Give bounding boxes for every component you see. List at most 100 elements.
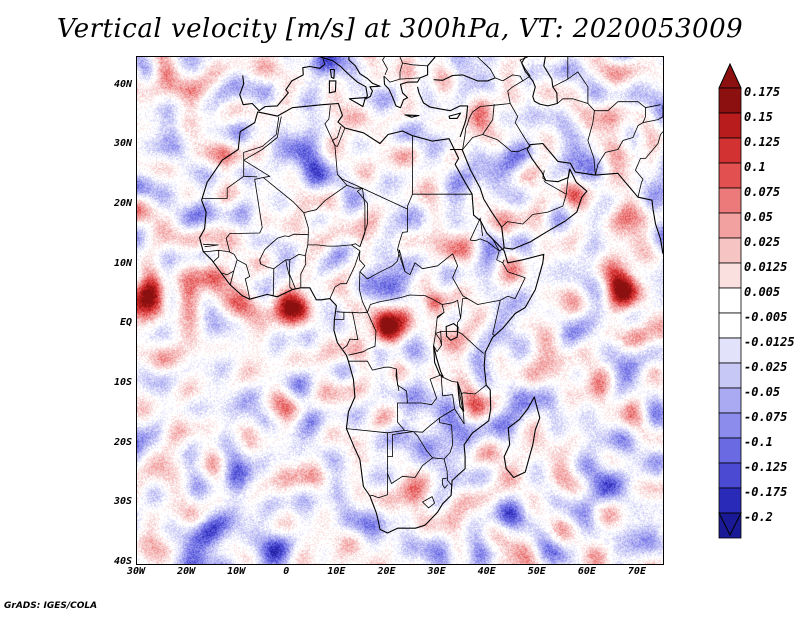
coastline-sardinia [328, 80, 337, 94]
country-border [346, 184, 366, 248]
colorbar-level-label: -0.125 [744, 460, 788, 474]
country-border [342, 312, 359, 350]
country-border [259, 259, 275, 296]
country-border [462, 134, 531, 153]
colorbar-level-label: 0.125 [744, 135, 781, 149]
country-border [635, 131, 663, 198]
country-border [469, 217, 484, 241]
country-border [332, 126, 342, 146]
country-border [502, 74, 524, 104]
colorbar-swatch [718, 362, 742, 389]
country-border [486, 232, 503, 252]
coastlines [199, 57, 663, 534]
lon-tick-label: 40E [477, 566, 496, 577]
country-border [307, 234, 352, 247]
lon-tick-label: 50E [527, 566, 546, 577]
country-border [329, 244, 361, 299]
coastline-lake-victoria [445, 323, 459, 341]
country-border [567, 57, 589, 104]
colorbar-swatch [718, 287, 742, 314]
lat-tick-label: 30N [113, 138, 132, 150]
country-border [557, 98, 596, 176]
coastline-anatolia [416, 86, 469, 138]
colorbar-swatch [718, 262, 742, 289]
coastline-corsica [329, 68, 335, 80]
colorbar-swatch [718, 312, 742, 339]
colorbar-level-label: 0.075 [744, 185, 781, 199]
country-border [334, 127, 346, 147]
lon-tick-label: 10E [327, 566, 346, 577]
lon-tick-label: 30E [427, 566, 446, 577]
colorbar-level-label: 0.0125 [744, 260, 788, 274]
country-border [404, 408, 455, 433]
country-border [387, 457, 433, 484]
country-border [259, 212, 309, 265]
country-border [383, 75, 421, 83]
vertical-velocity-field [137, 57, 663, 564]
country-border [501, 179, 569, 228]
country-borders [202, 57, 663, 509]
country-border [642, 104, 663, 123]
country-border [334, 312, 345, 320]
country-border [399, 57, 403, 80]
coastline-sicily [348, 97, 366, 108]
country-border [440, 374, 465, 425]
colorbar-swatch [718, 412, 742, 439]
country-border [225, 159, 271, 253]
country-border [435, 331, 484, 354]
lat-tick-label: EQ [119, 317, 132, 329]
country-border [348, 312, 377, 356]
coastline-greece [383, 57, 436, 109]
lat-tick-label: 10S [113, 377, 132, 389]
lat-tick-label: 30S [113, 496, 132, 508]
country-border [456, 298, 468, 332]
colorbar-swatch [718, 437, 742, 464]
country-border [262, 105, 348, 214]
colorbar-swatch [718, 487, 742, 514]
coastline-arabia [450, 142, 663, 254]
colorbar-swatch [718, 237, 742, 264]
colorbar-swatch [718, 337, 742, 364]
country-border [346, 360, 408, 434]
coastline-italy [320, 57, 381, 100]
colorbar-level-label: -0.005 [744, 310, 788, 324]
country-border [213, 250, 220, 262]
country-border [552, 78, 568, 88]
lat-tick-label: 40N [113, 78, 132, 90]
coastline-madagascar [503, 396, 541, 479]
country-border [567, 169, 570, 180]
grads-credit: GrADS: IGES/COLA [4, 601, 98, 611]
lat-tick-label: 20S [113, 436, 132, 448]
coastline-crete [404, 114, 420, 118]
country-border [470, 238, 503, 264]
lat-tick-label: 10N [113, 257, 132, 269]
lon-tick-label: 70E [627, 566, 646, 577]
country-border [482, 104, 495, 135]
country-border [519, 57, 531, 82]
country-border [442, 477, 448, 489]
country-border [399, 250, 406, 272]
colorbar-swatch [718, 387, 742, 414]
country-border [395, 368, 400, 392]
country-border [203, 243, 219, 248]
country-border [304, 244, 309, 256]
country-border [422, 496, 435, 509]
country-border [336, 311, 368, 314]
map-panel[interactable] [136, 56, 664, 565]
colorbar-level-label: 0.175 [744, 85, 781, 99]
colorbar-swatch [718, 162, 742, 189]
coastline-cyprus [448, 112, 462, 119]
country-border [407, 374, 442, 406]
country-border [202, 116, 282, 199]
coastline-iberia [239, 74, 304, 112]
colorbar-level-label: 0.025 [744, 235, 781, 249]
colorbar-legend: 0.175 0.15 0.125 0.1 0.075 0.05 0.025 0.0125 0.0… [717, 62, 800, 562]
colorbar-level-label: -0.2 [744, 510, 773, 524]
country-border [460, 384, 487, 395]
lon-tick-label: 30W [126, 566, 146, 577]
coastline-africa [199, 102, 545, 534]
country-border [229, 271, 235, 285]
colorbar-bottom-arrow [718, 512, 742, 537]
map-overlay [199, 57, 663, 534]
colorbar-level-label: -0.175 [744, 485, 788, 499]
